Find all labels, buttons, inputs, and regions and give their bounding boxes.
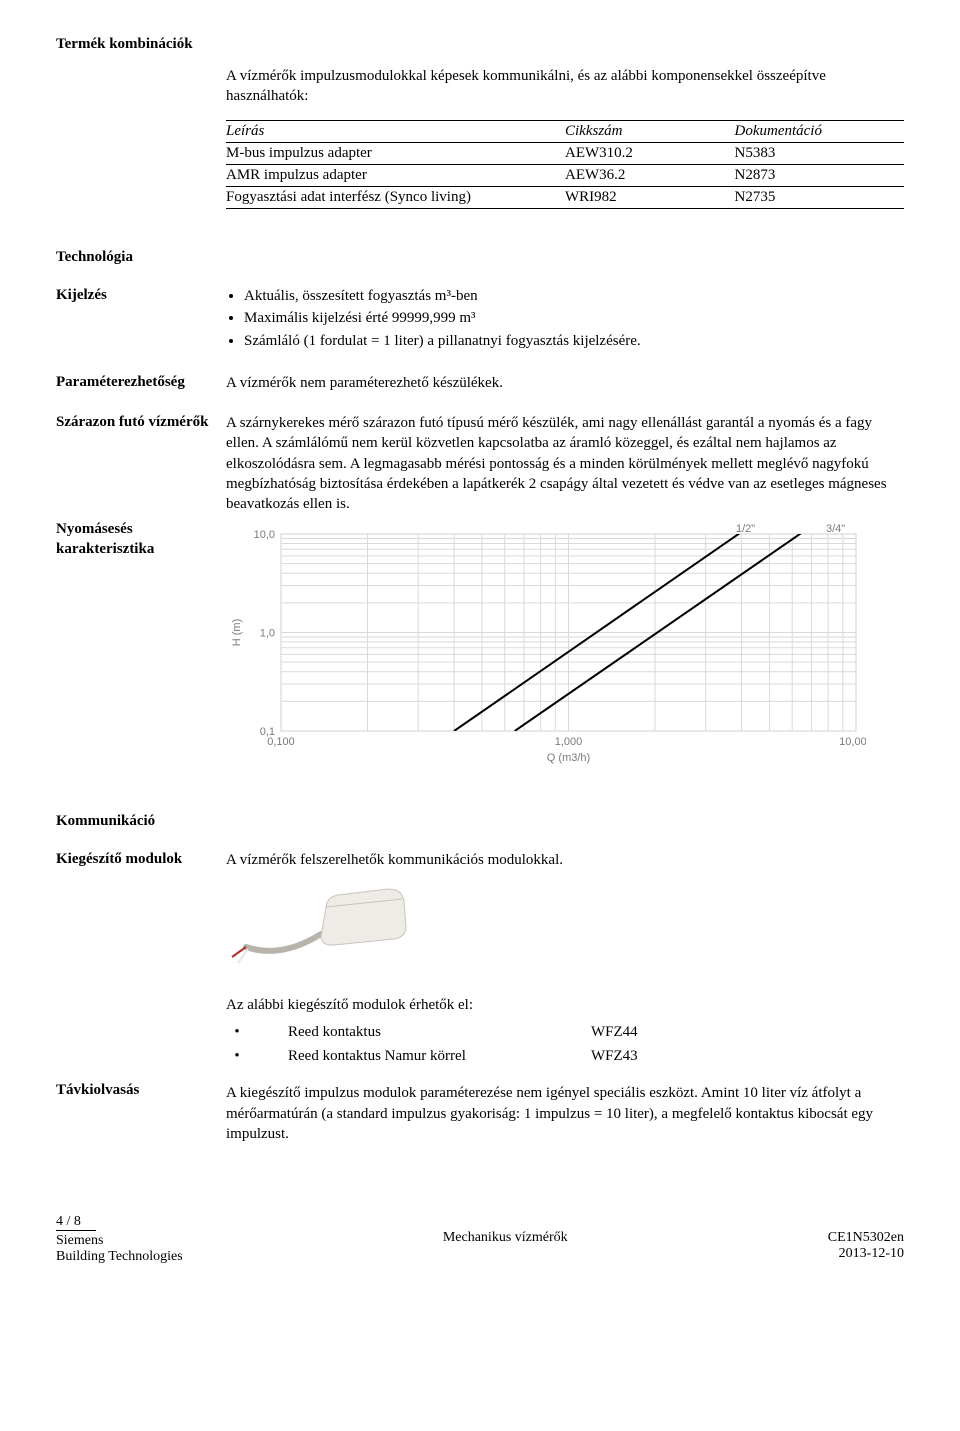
row-content-tav: Az alábbi kiegészítő modulok érhetők el:… bbox=[226, 995, 904, 1145]
svg-text:1/2": 1/2" bbox=[736, 523, 755, 535]
row-content-kieg: A vízmérők felszerelhetők kommunikációs … bbox=[226, 850, 904, 968]
module-code: WFZ43 bbox=[590, 1045, 678, 1067]
page-footer: 4 / 8 Siemens Building Technologies Mech… bbox=[56, 1214, 904, 1265]
bullet-item: Maximális kijelzési érté 99999,999 m³ bbox=[244, 308, 904, 328]
section-heading-comm: Kommunikáció bbox=[56, 813, 904, 830]
row-label-kijelzes: Kijelzés bbox=[56, 286, 226, 306]
module-illustration bbox=[226, 879, 426, 969]
list-item: • Reed kontaktus Namur körrel WFZ43 bbox=[228, 1045, 678, 1067]
table-header-row: Leírás Cikkszám Dokumentáció bbox=[226, 121, 904, 143]
row-content-param: A vízmérők nem paraméterezhető készüléke… bbox=[226, 373, 904, 393]
row-label-kieg: Kiegészítő modulok bbox=[56, 850, 226, 870]
row-label-tav: Távkiolvasás bbox=[56, 995, 226, 1101]
svg-text:0,1: 0,1 bbox=[260, 726, 275, 738]
combinations-table: Leírás Cikkszám Dokumentáció M-bus impul… bbox=[226, 120, 904, 209]
footer-company: Siemens bbox=[56, 1233, 183, 1249]
cell: N5383 bbox=[735, 143, 905, 165]
module-code: WFZ44 bbox=[590, 1021, 678, 1043]
svg-text:H (m): H (m) bbox=[231, 619, 243, 647]
table-row: AMR impulzus adapter AEW36.2 N2873 bbox=[226, 165, 904, 187]
svg-text:3/4": 3/4" bbox=[826, 523, 845, 535]
cell: M-bus impulzus adapter bbox=[226, 143, 565, 165]
kieg-text: A vízmérők felszerelhetők kommunikációs … bbox=[226, 850, 904, 870]
bullet-item: Aktuális, összesített fogyasztás m³-ben bbox=[244, 286, 904, 306]
pressure-chart: 0,1001,00010,0000,11,010,0Q (m3/h)H (m)1… bbox=[226, 520, 866, 765]
table-row: M-bus impulzus adapter AEW310.2 N5383 bbox=[226, 143, 904, 165]
cell: AMR impulzus adapter bbox=[226, 165, 565, 187]
cell: AEW36.2 bbox=[565, 165, 735, 187]
bullet-item: Számláló (1 fordulat = 1 liter) a pillan… bbox=[244, 331, 904, 351]
svg-text:1,0: 1,0 bbox=[260, 628, 275, 640]
module-name: Reed kontaktus bbox=[287, 1021, 588, 1043]
section-heading-technology: Technológia bbox=[56, 249, 904, 266]
bullet-marker: • bbox=[228, 1021, 285, 1043]
svg-text:Q (m3/h): Q (m3/h) bbox=[547, 752, 590, 764]
row-content-szarazon: A szárnykerekes mérő szárazon futó típus… bbox=[226, 413, 904, 514]
list-item: • Reed kontaktus WFZ44 bbox=[228, 1021, 678, 1043]
bullet-marker: • bbox=[228, 1045, 285, 1067]
svg-text:10,000: 10,000 bbox=[839, 736, 866, 748]
cell: AEW310.2 bbox=[565, 143, 735, 165]
row-label-szarazon: Szárazon futó vízmérők bbox=[56, 413, 226, 433]
table-row: Fogyasztási adat interfész (Synco living… bbox=[226, 187, 904, 209]
col-header: Cikkszám bbox=[565, 121, 735, 143]
footer-doc-date: 2013-12-10 bbox=[828, 1246, 904, 1262]
row-content-kijelzes: Aktuális, összesített fogyasztás m³-ben … bbox=[226, 286, 904, 353]
row-content-nyomas: 0,1001,00010,0000,11,010,0Q (m3/h)H (m)1… bbox=[226, 520, 904, 765]
cell: WRI982 bbox=[565, 187, 735, 209]
footer-page: 4 / 8 bbox=[56, 1214, 96, 1231]
col-header: Leírás bbox=[226, 121, 565, 143]
cell: Fogyasztási adat interfész (Synco living… bbox=[226, 187, 565, 209]
svg-text:10,0: 10,0 bbox=[254, 529, 275, 541]
section-heading-combinations: Termék kombinációk bbox=[56, 36, 904, 53]
footer-doc-title: Mechanikus vízmérők bbox=[443, 1230, 568, 1246]
tav-intro: Az alábbi kiegészítő modulok érhetők el: bbox=[226, 995, 904, 1015]
cell: N2735 bbox=[735, 187, 905, 209]
col-header: Dokumentáció bbox=[735, 121, 905, 143]
svg-text:1,000: 1,000 bbox=[555, 736, 583, 748]
module-name: Reed kontaktus Namur körrel bbox=[287, 1045, 588, 1067]
row-label-param: Paraméterezhetőség bbox=[56, 373, 226, 393]
row-label-nyomas: Nyomásesés karakterisztika bbox=[56, 520, 226, 559]
footer-doc-code: CE1N5302en bbox=[828, 1230, 904, 1246]
cell: N2873 bbox=[735, 165, 905, 187]
footer-unit: Building Technologies bbox=[56, 1249, 183, 1265]
tav-footer-text: A kiegészítő impulzus modulok paramétere… bbox=[226, 1083, 904, 1144]
combinations-intro: A vízmérők impulzusmodulokkal képesek ko… bbox=[226, 67, 904, 106]
modules-list: • Reed kontaktus WFZ44 • Reed kontaktus … bbox=[226, 1019, 680, 1070]
